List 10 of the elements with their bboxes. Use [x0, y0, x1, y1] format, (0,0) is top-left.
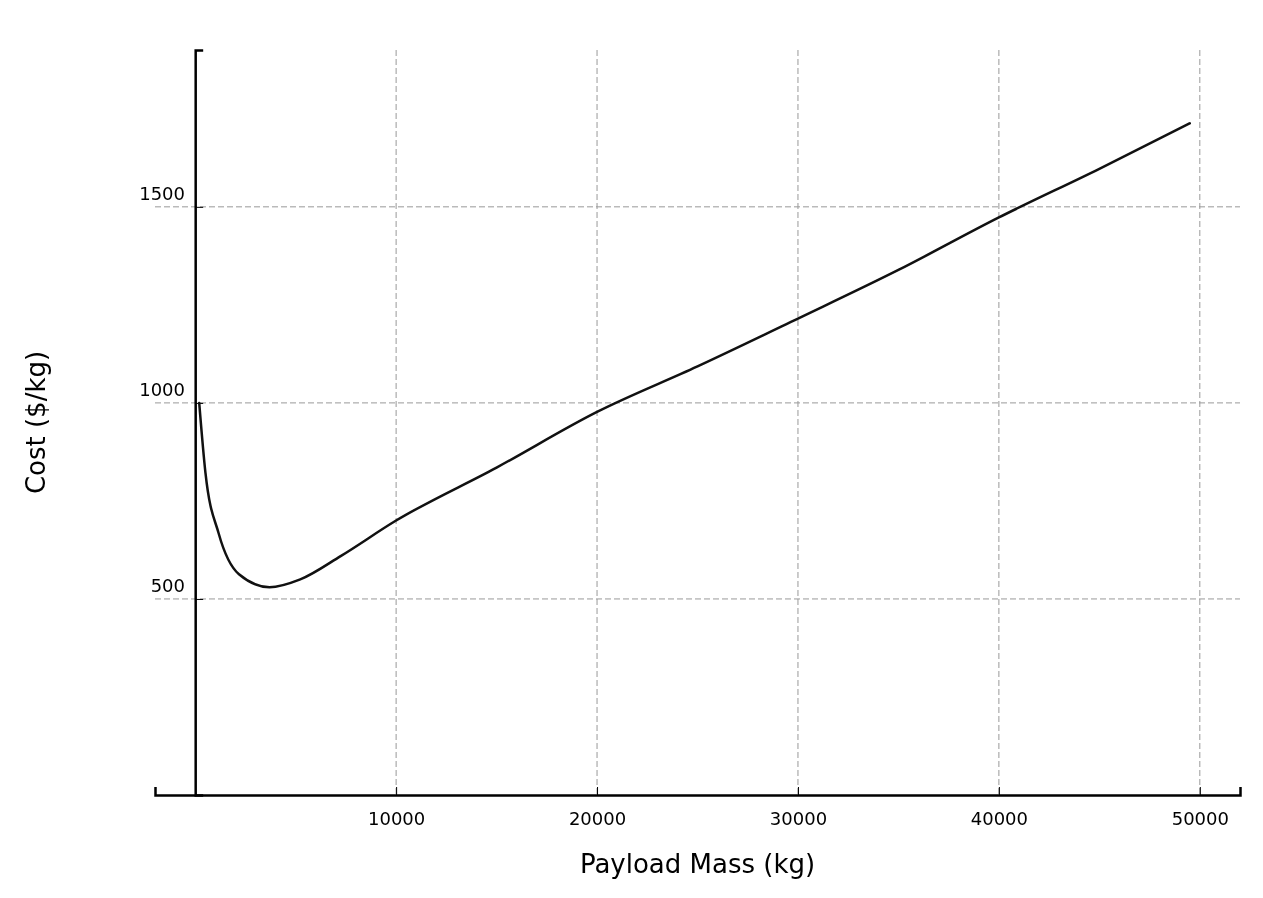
x-tick-label: 20000 [568, 808, 627, 829]
y-axis-title: Cost ($/kg) [21, 350, 51, 495]
x-tick-label: 40000 [970, 808, 1029, 829]
x-axis-title: Payload Mass (kg) [579, 849, 816, 879]
x-tick-label: 10000 [367, 808, 426, 829]
y-tick-label: 1000 [139, 379, 185, 401]
x-tick-label: 50000 [1171, 808, 1229, 829]
y-tick-label: 1500 [139, 183, 185, 205]
x-tick-label: 30000 [769, 808, 828, 829]
y-tick-label: 500 [150, 575, 185, 597]
